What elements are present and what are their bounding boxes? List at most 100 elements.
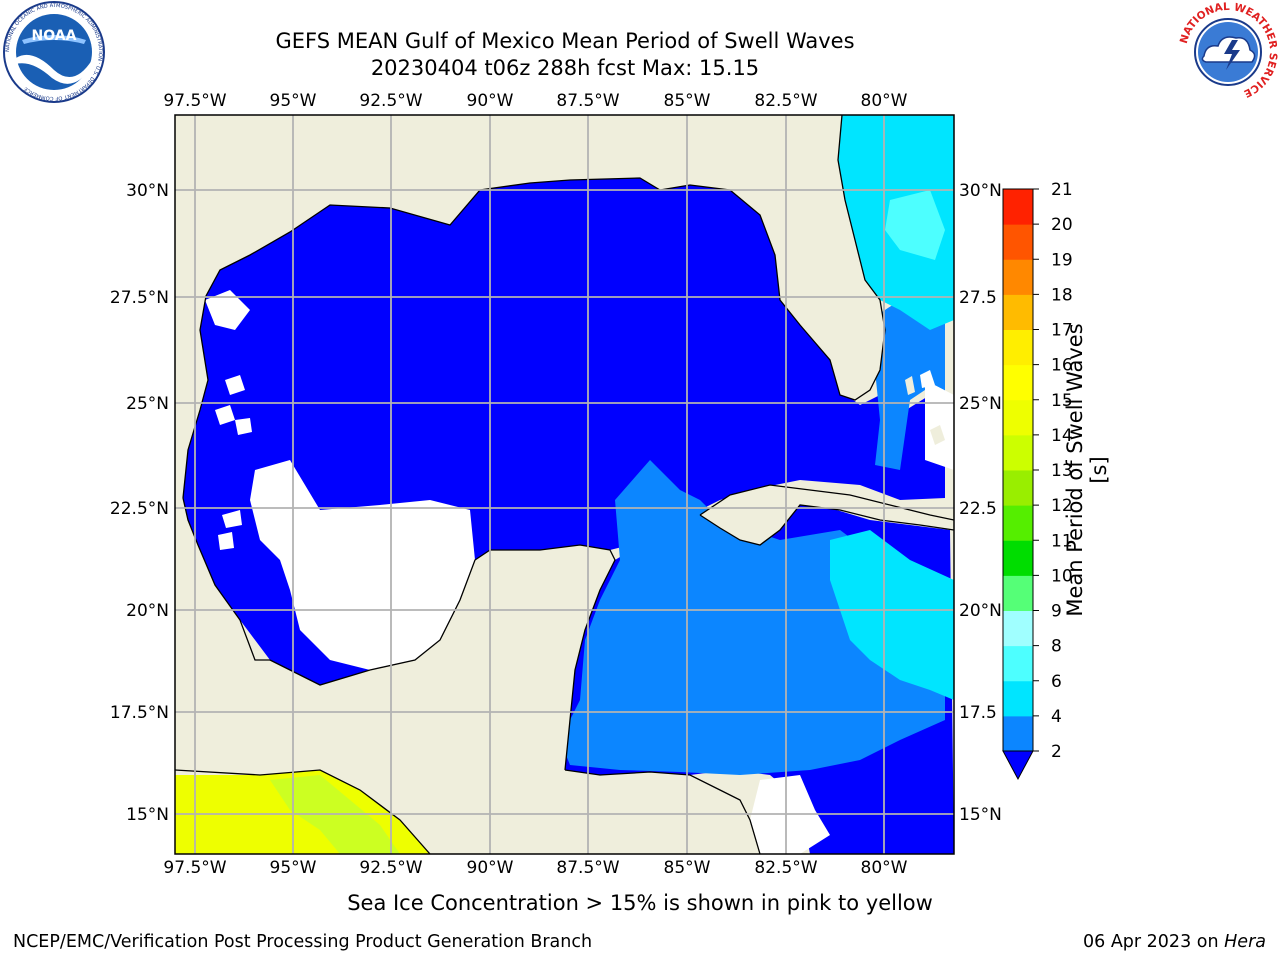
map-plot-area — [175, 115, 954, 854]
lon-label-top-6: 82.5°W — [754, 91, 817, 111]
noaa-logo-text: NOAA — [32, 28, 77, 44]
land-us-gulf-coast — [175, 115, 838, 500]
coastline-central-america — [175, 769, 761, 854]
lat-label-left-2: 25°N — [126, 394, 169, 414]
footer-date-text: 06 Apr 2023 on — [1083, 932, 1225, 952]
colorbar-swatch-8 — [1003, 434, 1033, 471]
colorbar-tick-label-5: 10 — [1051, 566, 1073, 586]
colorbar-swatch-3 — [1003, 610, 1033, 647]
map-frame — [174, 114, 955, 855]
lat-label-left-0: 30°N — [126, 181, 169, 201]
lat-label-left-6: 15°N — [126, 805, 169, 825]
gridlines — [175, 115, 954, 854]
lat-label-right-6: 15°N — [959, 805, 1002, 825]
no-data-west-patches — [215, 375, 252, 550]
lat-label-left-3: 22.5°N — [110, 499, 169, 519]
longitude-labels-bottom: 97.5°W 95°W 92.5°W 90°W 87.5°W 85°W 82.5°W 80°W — [163, 858, 907, 878]
colorbar-tick-label-9: 14 — [1051, 426, 1073, 446]
coastline-yucatan — [269, 544, 616, 771]
lon-label-top-3: 90°W — [467, 91, 514, 111]
coastline-mexico-west — [182, 497, 270, 661]
lat-label-right-5: 17.5 — [959, 703, 997, 723]
lon-label-bottom-7: 80°W — [861, 858, 908, 878]
colorbar-tick-label-14: 19 — [1051, 250, 1073, 270]
noaa-logo: NOAA NATIONAL OCEANIC AND ATMOSPHERIC AD… — [2, 0, 106, 104]
colorbar-tick-label-11: 16 — [1051, 356, 1073, 376]
colorbar-tick-label-2: 6 — [1051, 672, 1062, 692]
lat-label-right-0: 30°N — [959, 181, 1002, 201]
colorbar-tick-label-3: 8 — [1051, 637, 1062, 657]
no-data-east-patch — [920, 370, 954, 470]
longitude-labels-top: 97.5°W 95°W 92.5°W 90°W 87.5°W 85°W 82.5°W 80°W — [163, 91, 907, 111]
lat-label-right-1: 27.5 — [959, 288, 997, 308]
colorbar-tick-label-0: 2 — [1051, 742, 1062, 762]
footer-host: Hera — [1224, 932, 1266, 952]
colorbar-tick-label-15: 20 — [1051, 215, 1073, 235]
colorbar-swatch-7 — [1003, 470, 1033, 506]
footer-date: 06 Apr 2023 on Hera — [1083, 932, 1266, 952]
colorbar-tick-label-16: 21 — [1051, 180, 1073, 200]
lat-label-right-4: 20°N — [959, 601, 1002, 621]
colorbar-tick-label-13: 18 — [1051, 285, 1073, 305]
colorbar-swatch-12 — [1003, 294, 1033, 330]
lon-label-top-4: 87.5°W — [556, 91, 619, 111]
lon-label-top-7: 80°W — [861, 91, 908, 111]
colorbar-swatch-15 — [1003, 189, 1033, 225]
lat-label-right-2: 25°N — [959, 394, 1002, 414]
colorbar-tick-label-4: 9 — [1051, 602, 1062, 622]
colorbar-tick-label-12: 17 — [1051, 321, 1073, 341]
lon-label-bottom-5: 85°W — [664, 858, 711, 878]
lon-label-bottom-0: 97.5°W — [163, 858, 226, 878]
lon-label-bottom-3: 90°W — [467, 858, 514, 878]
colorbar-tick-label-6: 11 — [1051, 531, 1073, 551]
land-cuba — [700, 485, 954, 545]
colorbar-swatch-11 — [1003, 329, 1033, 366]
lon-label-top-0: 97.5°W — [163, 91, 226, 111]
lon-label-bottom-2: 92.5°W — [359, 858, 422, 878]
nws-logo: NATIONAL WEATHER SERVICE — [1176, 0, 1280, 104]
map-title: GEFS MEAN Gulf of Mexico Mean Period of … — [275, 29, 855, 53]
sea-ice-caption: Sea Ice Concentration > 15% is shown in … — [347, 891, 933, 915]
colorbar-tick-label-7: 12 — [1051, 496, 1073, 516]
colorbar-swatch-14 — [1003, 224, 1033, 260]
colorbar-swatch-10 — [1003, 364, 1033, 401]
map-subtitle: 20230404 t06z 288h fcst Max: 15.15 — [370, 56, 760, 80]
colorbar-tick-label-8: 13 — [1051, 461, 1073, 481]
lon-label-top-2: 92.5°W — [359, 91, 422, 111]
land-central-america — [175, 660, 760, 854]
lat-label-left-4: 20°N — [126, 601, 169, 621]
land-yucatan-peninsula — [440, 545, 615, 770]
lon-label-bottom-6: 82.5°W — [754, 858, 817, 878]
colorbar-tick-label-10: 15 — [1051, 391, 1073, 411]
latitude-labels-right: 30°N 27.5 25°N 22.5 20°N 17.5 15°N — [959, 181, 1002, 825]
colorbar-under-arrow — [1002, 750, 1034, 781]
land-florida — [760, 115, 885, 400]
colorbar-swatch-1 — [1003, 680, 1033, 717]
lat-label-left-1: 27.5°N — [110, 288, 169, 308]
lon-label-bottom-4: 87.5°W — [556, 858, 619, 878]
lon-label-bottom-1: 95°W — [270, 858, 317, 878]
colorbar-swatch-2 — [1003, 645, 1033, 682]
colorbar-swatch-13 — [1003, 259, 1033, 295]
latitude-labels-left: 30°N 27.5°N 25°N 22.5°N 20°N 17.5°N 15°N — [110, 181, 169, 825]
colorbar-tick-label-1: 4 — [1051, 707, 1062, 727]
ocean-high-period-caribbean — [830, 530, 954, 700]
colorbar-swatch-0 — [1003, 715, 1033, 752]
colorbar-swatch-4 — [1003, 575, 1033, 611]
coastline-cuba — [699, 484, 954, 546]
land-bahamas-islands — [905, 376, 945, 445]
colorbar: 2 4 6 8 9 10 11 12 13 14 15 16 17 18 19 20 21 — [1002, 180, 1073, 781]
colorbar-label: Mean Period of Swell Waves [s] — [1063, 323, 1111, 617]
no-data-bay-of-campeche — [250, 460, 475, 670]
colorbar-swatch-5 — [1003, 540, 1033, 576]
lon-label-top-1: 95°W — [270, 91, 317, 111]
colorbar-swatch-6 — [1003, 505, 1033, 541]
colorbar-swatch-9 — [1003, 399, 1033, 436]
lat-label-right-3: 22.5 — [959, 499, 997, 519]
lon-label-top-5: 85°W — [664, 91, 711, 111]
footer-branch: NCEP/EMC/Verification Post Processing Pr… — [13, 932, 593, 952]
ocean-light-cyan-patch — [885, 190, 945, 260]
no-data-nw-patch — [205, 290, 250, 330]
lat-label-left-5: 17.5°N — [110, 703, 169, 723]
